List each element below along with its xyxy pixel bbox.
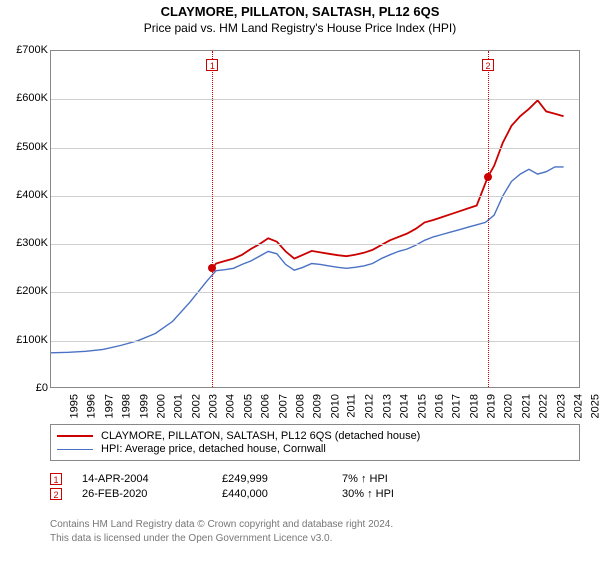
sale-date: 14-APR-2004 <box>82 473 222 485</box>
legend-label: HPI: Average price, detached house, Corn… <box>101 443 326 455</box>
x-axis-label: 2024 <box>572 394 584 418</box>
y-axis-label: £200K <box>16 285 48 297</box>
legend-swatch <box>57 435 93 437</box>
sale-price: £249,999 <box>222 473 342 485</box>
sale-marker-line <box>212 51 213 387</box>
x-axis-label: 2013 <box>381 394 393 418</box>
x-axis-label: 2022 <box>538 394 550 418</box>
chart-subtitle: Price paid vs. HM Land Registry's House … <box>0 21 600 35</box>
chart-plot-area: 12 <box>50 50 580 388</box>
gridline <box>51 196 579 197</box>
x-axis-label: 2023 <box>555 394 567 418</box>
y-axis-label: £300K <box>16 237 48 249</box>
legend-item: HPI: Average price, detached house, Corn… <box>57 443 573 455</box>
x-axis-label: 2011 <box>346 394 358 418</box>
x-axis-label: 2009 <box>312 394 324 418</box>
x-axis-label: 2000 <box>155 394 167 418</box>
x-axis-label: 2014 <box>399 394 411 418</box>
chart-title: CLAYMORE, PILLATON, SALTASH, PL12 6QS <box>0 4 600 19</box>
sale-row: 1 14-APR-2004£249,9997% ↑ HPI <box>50 473 580 485</box>
x-axis-label: 2020 <box>503 394 515 418</box>
gridline <box>51 341 579 342</box>
x-axis-label: 1995 <box>68 394 80 418</box>
x-axis-label: 1998 <box>121 394 133 418</box>
sale-number-badge: 1 <box>50 473 62 485</box>
legend-label: CLAYMORE, PILLATON, SALTASH, PL12 6QS (d… <box>101 430 420 442</box>
sale-date: 26-FEB-2020 <box>82 488 222 500</box>
x-axis-label: 2001 <box>173 394 185 418</box>
sale-diff: 30% ↑ HPI <box>342 488 442 500</box>
legend-swatch <box>57 449 93 450</box>
sale-number-badge: 2 <box>50 488 62 500</box>
legend-item: CLAYMORE, PILLATON, SALTASH, PL12 6QS (d… <box>57 430 573 442</box>
x-axis-label: 2008 <box>294 394 306 418</box>
sales-table: 1 14-APR-2004£249,9997% ↑ HPI 2 26-FEB-2020… <box>50 470 580 503</box>
x-axis-label: 2019 <box>486 394 498 418</box>
gridline <box>51 99 579 100</box>
footer-line-1: Contains HM Land Registry data © Crown c… <box>50 518 393 532</box>
sale-row: 2 26-FEB-2020£440,00030% ↑ HPI <box>50 488 580 500</box>
x-axis-label: 2010 <box>329 394 341 418</box>
y-axis-label: £0 <box>36 382 48 394</box>
chart-container: CLAYMORE, PILLATON, SALTASH, PL12 6QS Pr… <box>0 4 600 564</box>
x-axis-label: 2025 <box>590 394 600 418</box>
x-axis-label: 1997 <box>103 394 115 418</box>
series-line <box>212 100 563 268</box>
x-axis-label: 2006 <box>260 394 272 418</box>
y-axis-label: £500K <box>16 141 48 153</box>
y-axis-label: £700K <box>16 44 48 56</box>
chart-footer: Contains HM Land Registry data © Crown c… <box>50 518 393 545</box>
sale-marker-dot <box>484 173 492 181</box>
x-axis-label: 2015 <box>416 394 428 418</box>
x-axis-label: 2016 <box>433 394 445 418</box>
x-axis-label: 2003 <box>208 394 220 418</box>
x-axis-label: 1999 <box>138 394 150 418</box>
y-axis-label: £600K <box>16 92 48 104</box>
x-axis-label: 2021 <box>520 394 532 418</box>
footer-line-2: This data is licensed under the Open Gov… <box>50 532 393 546</box>
sale-price: £440,000 <box>222 488 342 500</box>
series-line <box>51 167 564 353</box>
y-axis-label: £400K <box>16 189 48 201</box>
x-axis-label: 2017 <box>451 394 463 418</box>
x-axis-label: 2002 <box>190 394 202 418</box>
gridline <box>51 148 579 149</box>
x-axis-label: 2012 <box>364 394 376 418</box>
chart-svg <box>51 51 579 387</box>
gridline <box>51 292 579 293</box>
sale-marker-badge: 2 <box>482 59 494 71</box>
x-axis-label: 2018 <box>468 394 480 418</box>
sale-marker-badge: 1 <box>206 59 218 71</box>
sale-marker-dot <box>208 264 216 272</box>
x-axis-label: 2007 <box>277 394 289 418</box>
x-axis-label: 2004 <box>225 394 237 418</box>
sale-marker-line <box>488 51 489 387</box>
sale-diff: 7% ↑ HPI <box>342 473 442 485</box>
x-axis-label: 1996 <box>86 394 98 418</box>
x-axis-label: 2005 <box>242 394 254 418</box>
y-axis-label: £100K <box>16 334 48 346</box>
chart-legend: CLAYMORE, PILLATON, SALTASH, PL12 6QS (d… <box>50 424 580 461</box>
gridline <box>51 244 579 245</box>
